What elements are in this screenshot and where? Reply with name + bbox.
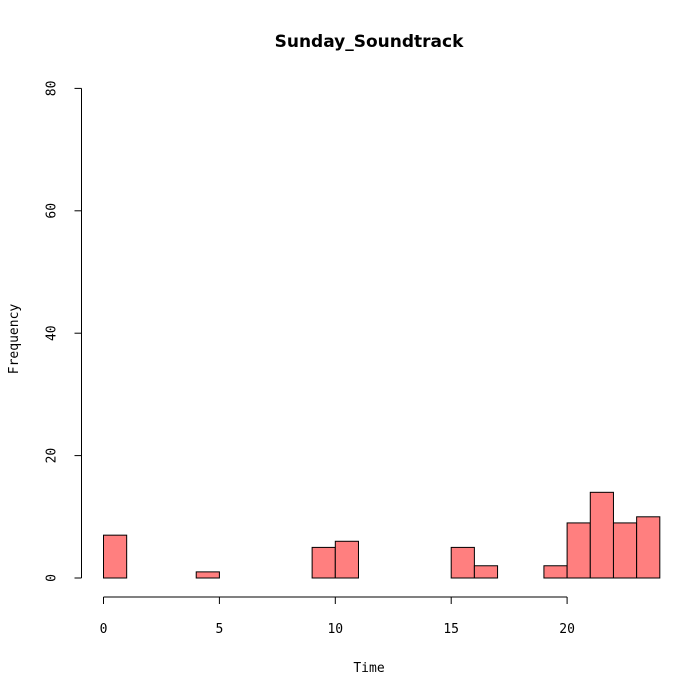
x-tick-label: 15: [443, 622, 459, 637]
x-axis: 0 5 10 15 20: [100, 596, 575, 637]
histogram-bar: [473, 565, 499, 579]
y-tick-label: 40: [45, 325, 60, 341]
x-tick-label: 5: [215, 622, 223, 637]
histogram-bar: [543, 565, 568, 579]
histogram-bar: [636, 516, 661, 579]
y-axis: 0 20 40 60 80: [45, 81, 82, 582]
y-axis-label: Frequency: [7, 304, 22, 375]
x-tick-label: 0: [100, 622, 108, 637]
chart-title: Sunday_Soundtrack: [275, 32, 465, 52]
y-tick-label: 80: [45, 81, 60, 97]
histogram-bar: [612, 522, 638, 579]
histogram-bar: [103, 534, 128, 579]
bars-group: [103, 491, 661, 579]
histogram-bar: [566, 522, 591, 579]
y-tick-label: 60: [45, 203, 60, 219]
y-tick-label: 20: [45, 448, 60, 464]
x-tick-label: 10: [327, 622, 343, 637]
histogram-bar: [450, 546, 475, 579]
x-tick-label: 20: [559, 622, 575, 637]
histogram-bar: [589, 491, 614, 579]
y-tick-label: 0: [45, 574, 60, 582]
histogram-bar: [195, 571, 220, 579]
histogram-bar: [334, 540, 359, 579]
histogram-bar: [311, 546, 336, 579]
x-axis-label: Time: [353, 661, 384, 676]
